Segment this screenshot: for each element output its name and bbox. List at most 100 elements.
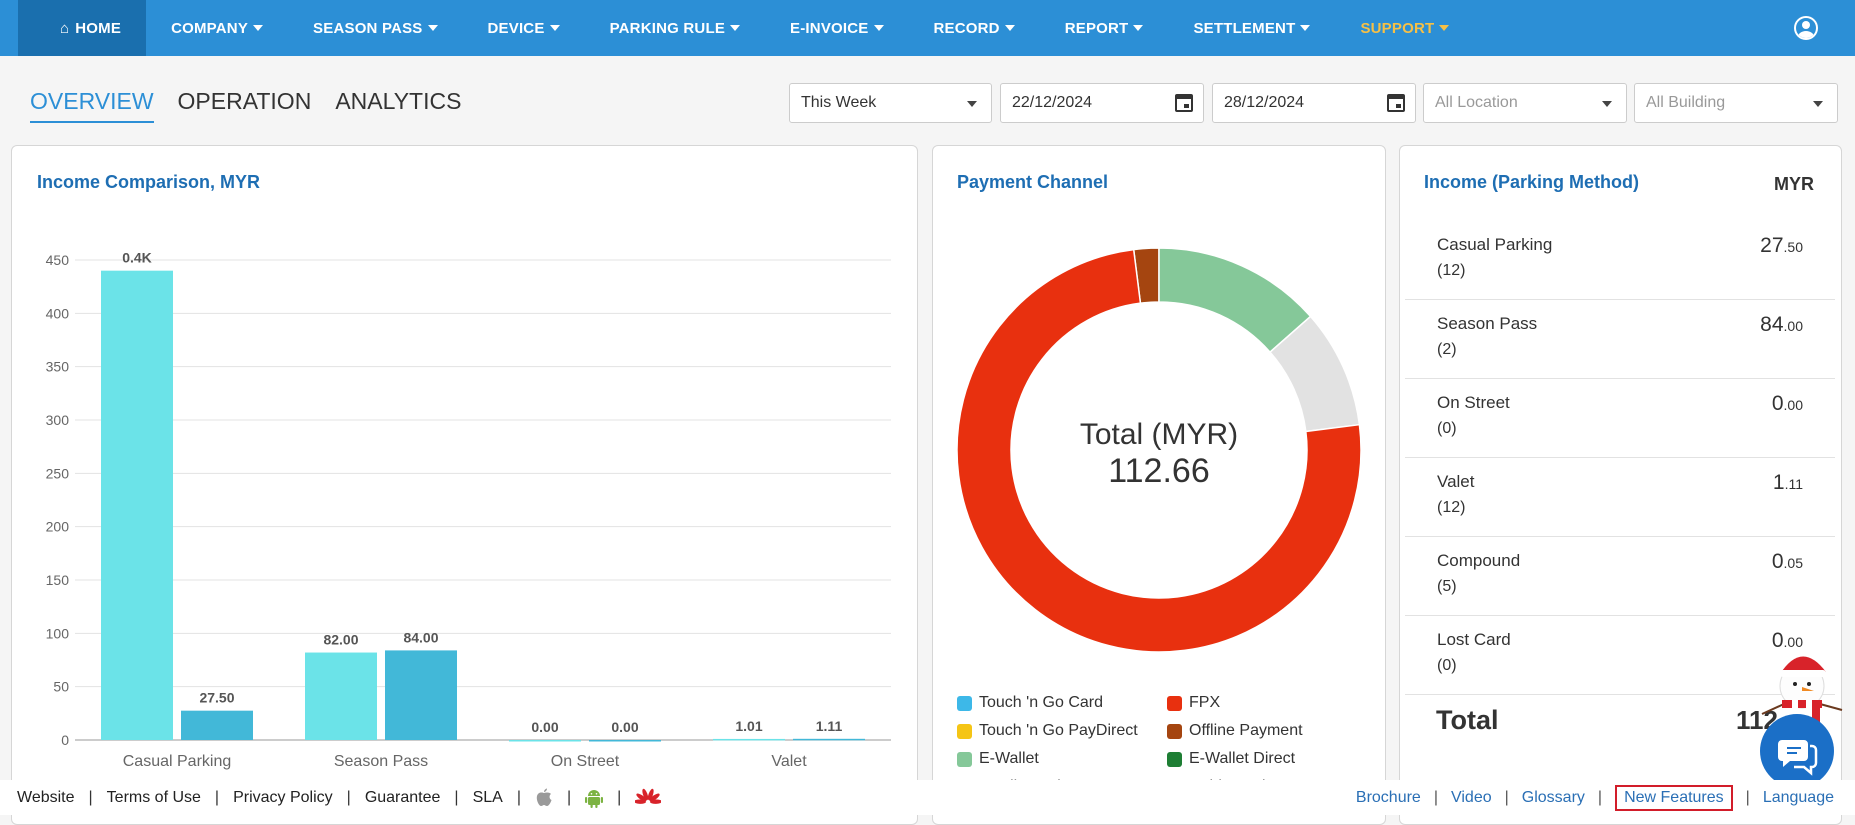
footer-link-brochure[interactable]: Brochure	[1355, 789, 1421, 806]
x-category-label: Casual Parking	[123, 753, 232, 770]
parking-method-amount-decimal: .00	[1783, 318, 1803, 334]
legend-item[interactable]: E-Wallet Direct	[1167, 750, 1295, 768]
caret-down-icon	[730, 25, 741, 31]
footer-link-video[interactable]: Video	[1450, 789, 1492, 806]
bar[interactable]	[509, 740, 581, 742]
caret-down-icon	[1813, 101, 1823, 107]
calendar-icon[interactable]	[1175, 94, 1193, 112]
nav-company-label: COMPANY	[171, 19, 249, 37]
nav-report[interactable]: REPORT	[1040, 0, 1169, 56]
footer: Website | Terms of Use | Privacy Policy …	[0, 780, 1855, 815]
footer-link-glossary[interactable]: Glossary	[1521, 789, 1585, 806]
footer-separator: |	[1597, 789, 1603, 806]
legend-swatch	[1167, 751, 1182, 767]
bar[interactable]	[589, 740, 661, 742]
caret-down-icon	[1133, 25, 1144, 31]
parking-method-row: Lost Card (0) 0.00	[1405, 617, 1835, 695]
footer-link-sla[interactable]: SLA	[472, 789, 503, 806]
building-select[interactable]: All Building	[1634, 83, 1838, 123]
nav-support[interactable]: SUPPORT	[1335, 0, 1474, 56]
y-tick-label: 0	[61, 732, 69, 748]
bar[interactable]	[385, 650, 457, 740]
legend-swatch	[1167, 779, 1182, 780]
nav-record[interactable]: RECORD	[909, 0, 1040, 56]
footer-separator: |	[1504, 789, 1509, 806]
parking-method-amount: 84.00	[1760, 313, 1803, 336]
parking-method-amount: 27.50	[1760, 234, 1803, 257]
parking-method-total-label: Total	[1436, 705, 1499, 735]
parking-method-count: (2)	[1437, 341, 1457, 358]
android-icon[interactable]	[585, 788, 604, 808]
chat-bubble-icon	[1778, 740, 1818, 776]
parking-method-row: Season Pass (2) 84.00	[1405, 301, 1835, 379]
calendar-icon[interactable]	[1387, 94, 1405, 112]
legend-item[interactable]: FPX	[1167, 694, 1220, 712]
date-from-field[interactable]: 22/12/2024	[1000, 83, 1204, 123]
nav-home[interactable]: ⌂ HOME	[18, 0, 147, 56]
y-tick-label: 350	[46, 359, 70, 375]
legend-swatch	[957, 751, 972, 767]
footer-separator: |	[88, 789, 93, 806]
date-to-field[interactable]: 28/12/2024	[1212, 83, 1416, 123]
user-account-icon[interactable]	[1794, 16, 1818, 40]
footer-link-terms[interactable]: Terms of Use	[106, 789, 201, 806]
legend-swatch	[957, 695, 972, 711]
nav-season-pass-label: SEASON PASS	[313, 19, 423, 37]
bar[interactable]	[793, 738, 865, 741]
parking-method-count: (12)	[1437, 262, 1466, 279]
payment-channel-legend: Touch 'n Go Card FPX Touch 'n Go PayDirect…	[957, 694, 1377, 780]
dashboard-tabs: OVERVIEW OPERATION ANALYTICS	[30, 88, 461, 123]
apple-icon[interactable]	[535, 788, 553, 808]
location-select[interactable]: All Location	[1423, 83, 1627, 123]
caret-down-icon	[1300, 25, 1311, 31]
tab-operation[interactable]: OPERATION	[177, 88, 312, 114]
footer-link-website[interactable]: Website	[17, 789, 75, 806]
chat-button[interactable]	[1760, 714, 1834, 788]
footer-link-privacy[interactable]: Privacy Policy	[233, 789, 333, 806]
nav-e-invoice[interactable]: E-INVOICE	[765, 0, 908, 56]
bar[interactable]	[101, 270, 173, 740]
footer-separator: |	[516, 789, 521, 806]
parking-method-currency: MYR	[1774, 174, 1814, 194]
footer-link-language[interactable]: Language	[1762, 789, 1834, 806]
nav-season-pass[interactable]: SEASON PASS	[288, 0, 462, 56]
income-comparison-title: Income Comparison, MYR	[37, 172, 261, 192]
footer-link-guarantee[interactable]: Guarantee	[364, 789, 441, 806]
period-select[interactable]: This Week	[789, 83, 992, 123]
footer-separator: |	[1433, 789, 1438, 806]
building-select-placeholder: All Building	[1646, 94, 1726, 111]
y-tick-label: 300	[46, 412, 70, 428]
bar-value-label: 84.00	[403, 629, 438, 645]
legend-item[interactable]: E-Wallet	[957, 750, 1039, 768]
donut-slice[interactable]	[956, 248, 1362, 653]
nav-company[interactable]: COMPANY	[146, 0, 288, 56]
bar[interactable]	[181, 710, 253, 740]
date-from-value: 22/12/2024	[1012, 94, 1093, 111]
parking-method-name: On Street	[1437, 393, 1510, 412]
huawei-icon[interactable]	[635, 788, 662, 808]
legend-item[interactable]: Touch 'n Go PayDirect	[957, 722, 1138, 740]
nav-settlement[interactable]: SETTLEMENT	[1168, 0, 1335, 56]
nav-record-label: RECORD	[933, 19, 1000, 37]
parking-method-count: (0)	[1437, 420, 1457, 437]
legend-item[interactable]: Credit Card	[957, 778, 1061, 780]
legend-swatch	[1167, 723, 1182, 739]
legend-label: Touch 'n Go Card	[979, 694, 1104, 711]
bar[interactable]	[305, 652, 377, 740]
tab-overview[interactable]: OVERVIEW	[30, 88, 154, 123]
bar[interactable]	[713, 738, 785, 741]
parking-method-name: Compound	[1437, 551, 1521, 570]
legend-item[interactable]: Debit Card	[1167, 778, 1265, 780]
tab-analytics[interactable]: ANALYTICS	[335, 88, 462, 114]
legend-swatch	[957, 723, 972, 739]
legend-item[interactable]: Offline Payment	[1167, 722, 1303, 740]
legend-item[interactable]: Touch 'n Go Card	[957, 694, 1103, 712]
bar-value-label: 1.11	[816, 718, 843, 734]
nav-device[interactable]: DEVICE	[463, 0, 585, 56]
nav-parking-rule[interactable]: PARKING RULE	[585, 0, 765, 56]
footer-link-new-features[interactable]: New Features	[1615, 785, 1733, 811]
parking-method-title: Income (Parking Method)	[1424, 172, 1640, 192]
caret-down-icon	[427, 25, 438, 31]
period-select-value: This Week	[801, 94, 877, 111]
caret-down-icon	[1004, 25, 1015, 31]
